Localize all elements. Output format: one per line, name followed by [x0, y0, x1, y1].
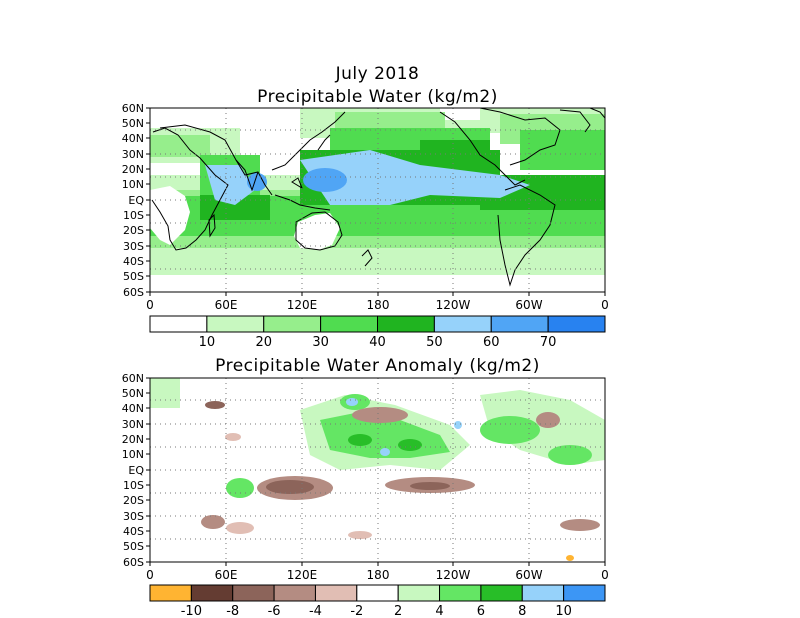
bottom-colorbar-swatch: [273, 584, 316, 602]
top-colorbar-swatch: [377, 315, 435, 333]
top-colorbar-swatch: [490, 315, 549, 333]
bottom-lon-label: 120E: [287, 568, 318, 582]
top-colorbar-label: 50: [426, 335, 443, 350]
bottom-lat-label: EQ: [128, 464, 144, 477]
bottom-colorbar-swatch: [439, 584, 482, 602]
top-lat-label: 40S: [123, 255, 144, 268]
bottom-lon-label: 180: [367, 568, 390, 582]
top-lat-label: 60S: [123, 286, 144, 299]
bottom-lon-label: 0: [146, 568, 154, 582]
bottom-lat-label: 10S: [123, 479, 144, 492]
bottom-colorbar-label: 4: [435, 604, 443, 618]
top-lat-label: 20N: [122, 163, 144, 176]
top-lat-label: 50N: [122, 117, 144, 130]
bottom-lat-label: 30N: [122, 418, 144, 431]
bottom-colorbar-swatch: [356, 584, 399, 602]
top-lat-label: 60N: [122, 102, 144, 115]
top-lat-label: 20S: [123, 224, 144, 237]
bottom-map-title: Precipitable Water Anomaly (kg/m2): [215, 356, 540, 376]
top-lat-label: 10N: [122, 178, 144, 191]
top-lon-label: 60W: [515, 298, 542, 312]
top-colorbar-label: 70: [540, 335, 557, 350]
top-colorbar-label: 10: [199, 335, 216, 350]
bottom-lat-label: 60S: [123, 556, 144, 569]
top-colorbar-swatch: [320, 315, 378, 333]
bottom-lat-label: 30S: [123, 510, 144, 523]
bottom-lon-label: 60E: [215, 568, 238, 582]
top-lat-label: 10S: [123, 209, 144, 222]
bottom-lat-label: 20S: [123, 494, 144, 507]
top-lon-label: 0: [146, 298, 154, 312]
bottom-colorbar-swatch: [314, 584, 358, 602]
top-map-field: [150, 108, 605, 292]
bottom-lat-label: 20N: [122, 433, 144, 446]
top-map-grid: [150, 108, 605, 292]
bottom-colorbar-label: 2: [394, 604, 402, 618]
bottom-colorbar-label: -2: [350, 604, 363, 618]
bottom-colorbar-label: 8: [518, 604, 526, 618]
bottom-lat-label: 40S: [123, 525, 144, 538]
top-colorbar-label: 60: [483, 335, 500, 350]
top-colorbar-swatch: [206, 315, 265, 333]
bottom-lat-label: 50N: [122, 387, 144, 400]
top-map-coastlines: [151, 108, 605, 287]
top-lon-label: 180: [367, 298, 390, 312]
bottom-colorbar-swatch: [190, 584, 234, 602]
top-colorbar-swatch: [547, 315, 606, 333]
bottom-colorbar-swatch: [563, 584, 606, 602]
top-lat-label: 30N: [122, 148, 144, 161]
bottom-lon-label: 120W: [436, 568, 471, 582]
top-colorbar-swatch: [263, 315, 322, 333]
bottom-map-grid: [150, 378, 605, 562]
bottom-colorbar-label: -10: [181, 604, 202, 618]
top-lon-label: 120E: [287, 298, 318, 312]
bottom-map-field: [150, 378, 605, 561]
top-lat-label: 50S: [123, 270, 144, 283]
bottom-colorbar-swatch: [232, 584, 275, 602]
bottom-lon-label: 60W: [515, 568, 542, 582]
bottom-lat-label: 50S: [123, 540, 144, 553]
bottom-colorbar-label: 6: [477, 604, 485, 618]
bottom-colorbar-label: -6: [268, 604, 281, 618]
top-lat-label: EQ: [128, 194, 144, 207]
bottom-colorbar-swatch: [480, 584, 523, 602]
bottom-lat-label: 40N: [122, 402, 144, 415]
top-map: 60N 50N 40N 30N 20N 10N EQ 10S 20S 30S 4…: [122, 102, 609, 312]
bottom-colorbar: -10 -8 -6 -4 -2 2 4 6 8 10: [149, 584, 606, 618]
bottom-map: 60N 50N 40N 30N 20N 10N EQ 10S 20S 30S 4…: [122, 372, 609, 582]
top-colorbar-swatch: [149, 315, 208, 333]
top-colorbar-swatch: [433, 315, 492, 333]
top-lat-label: 40N: [122, 132, 144, 145]
month-title: July 2018: [335, 64, 420, 84]
top-colorbar: 10 20 30 40 50 60 70: [149, 315, 606, 350]
top-colorbar-label: 20: [255, 335, 272, 350]
top-colorbar-label: 40: [369, 335, 386, 350]
bottom-colorbar-swatch: [521, 584, 565, 602]
top-lon-label: 0: [601, 298, 609, 312]
bottom-colorbar-swatch: [149, 584, 192, 602]
bottom-lat-label: 10N: [122, 448, 144, 461]
top-lon-label: 60E: [215, 298, 238, 312]
bottom-colorbar-swatch: [397, 584, 441, 602]
top-lon-label: 120W: [436, 298, 471, 312]
bottom-colorbar-label: -4: [309, 604, 322, 618]
bottom-colorbar-label: 10: [555, 604, 572, 618]
bottom-colorbar-label: -8: [226, 604, 239, 618]
top-colorbar-label: 30: [312, 335, 329, 350]
top-map-title: Precipitable Water (kg/m2): [257, 87, 498, 107]
bottom-lon-label: 0: [601, 568, 609, 582]
top-lat-label: 30S: [123, 240, 144, 253]
bottom-lat-label: 60N: [122, 372, 144, 385]
